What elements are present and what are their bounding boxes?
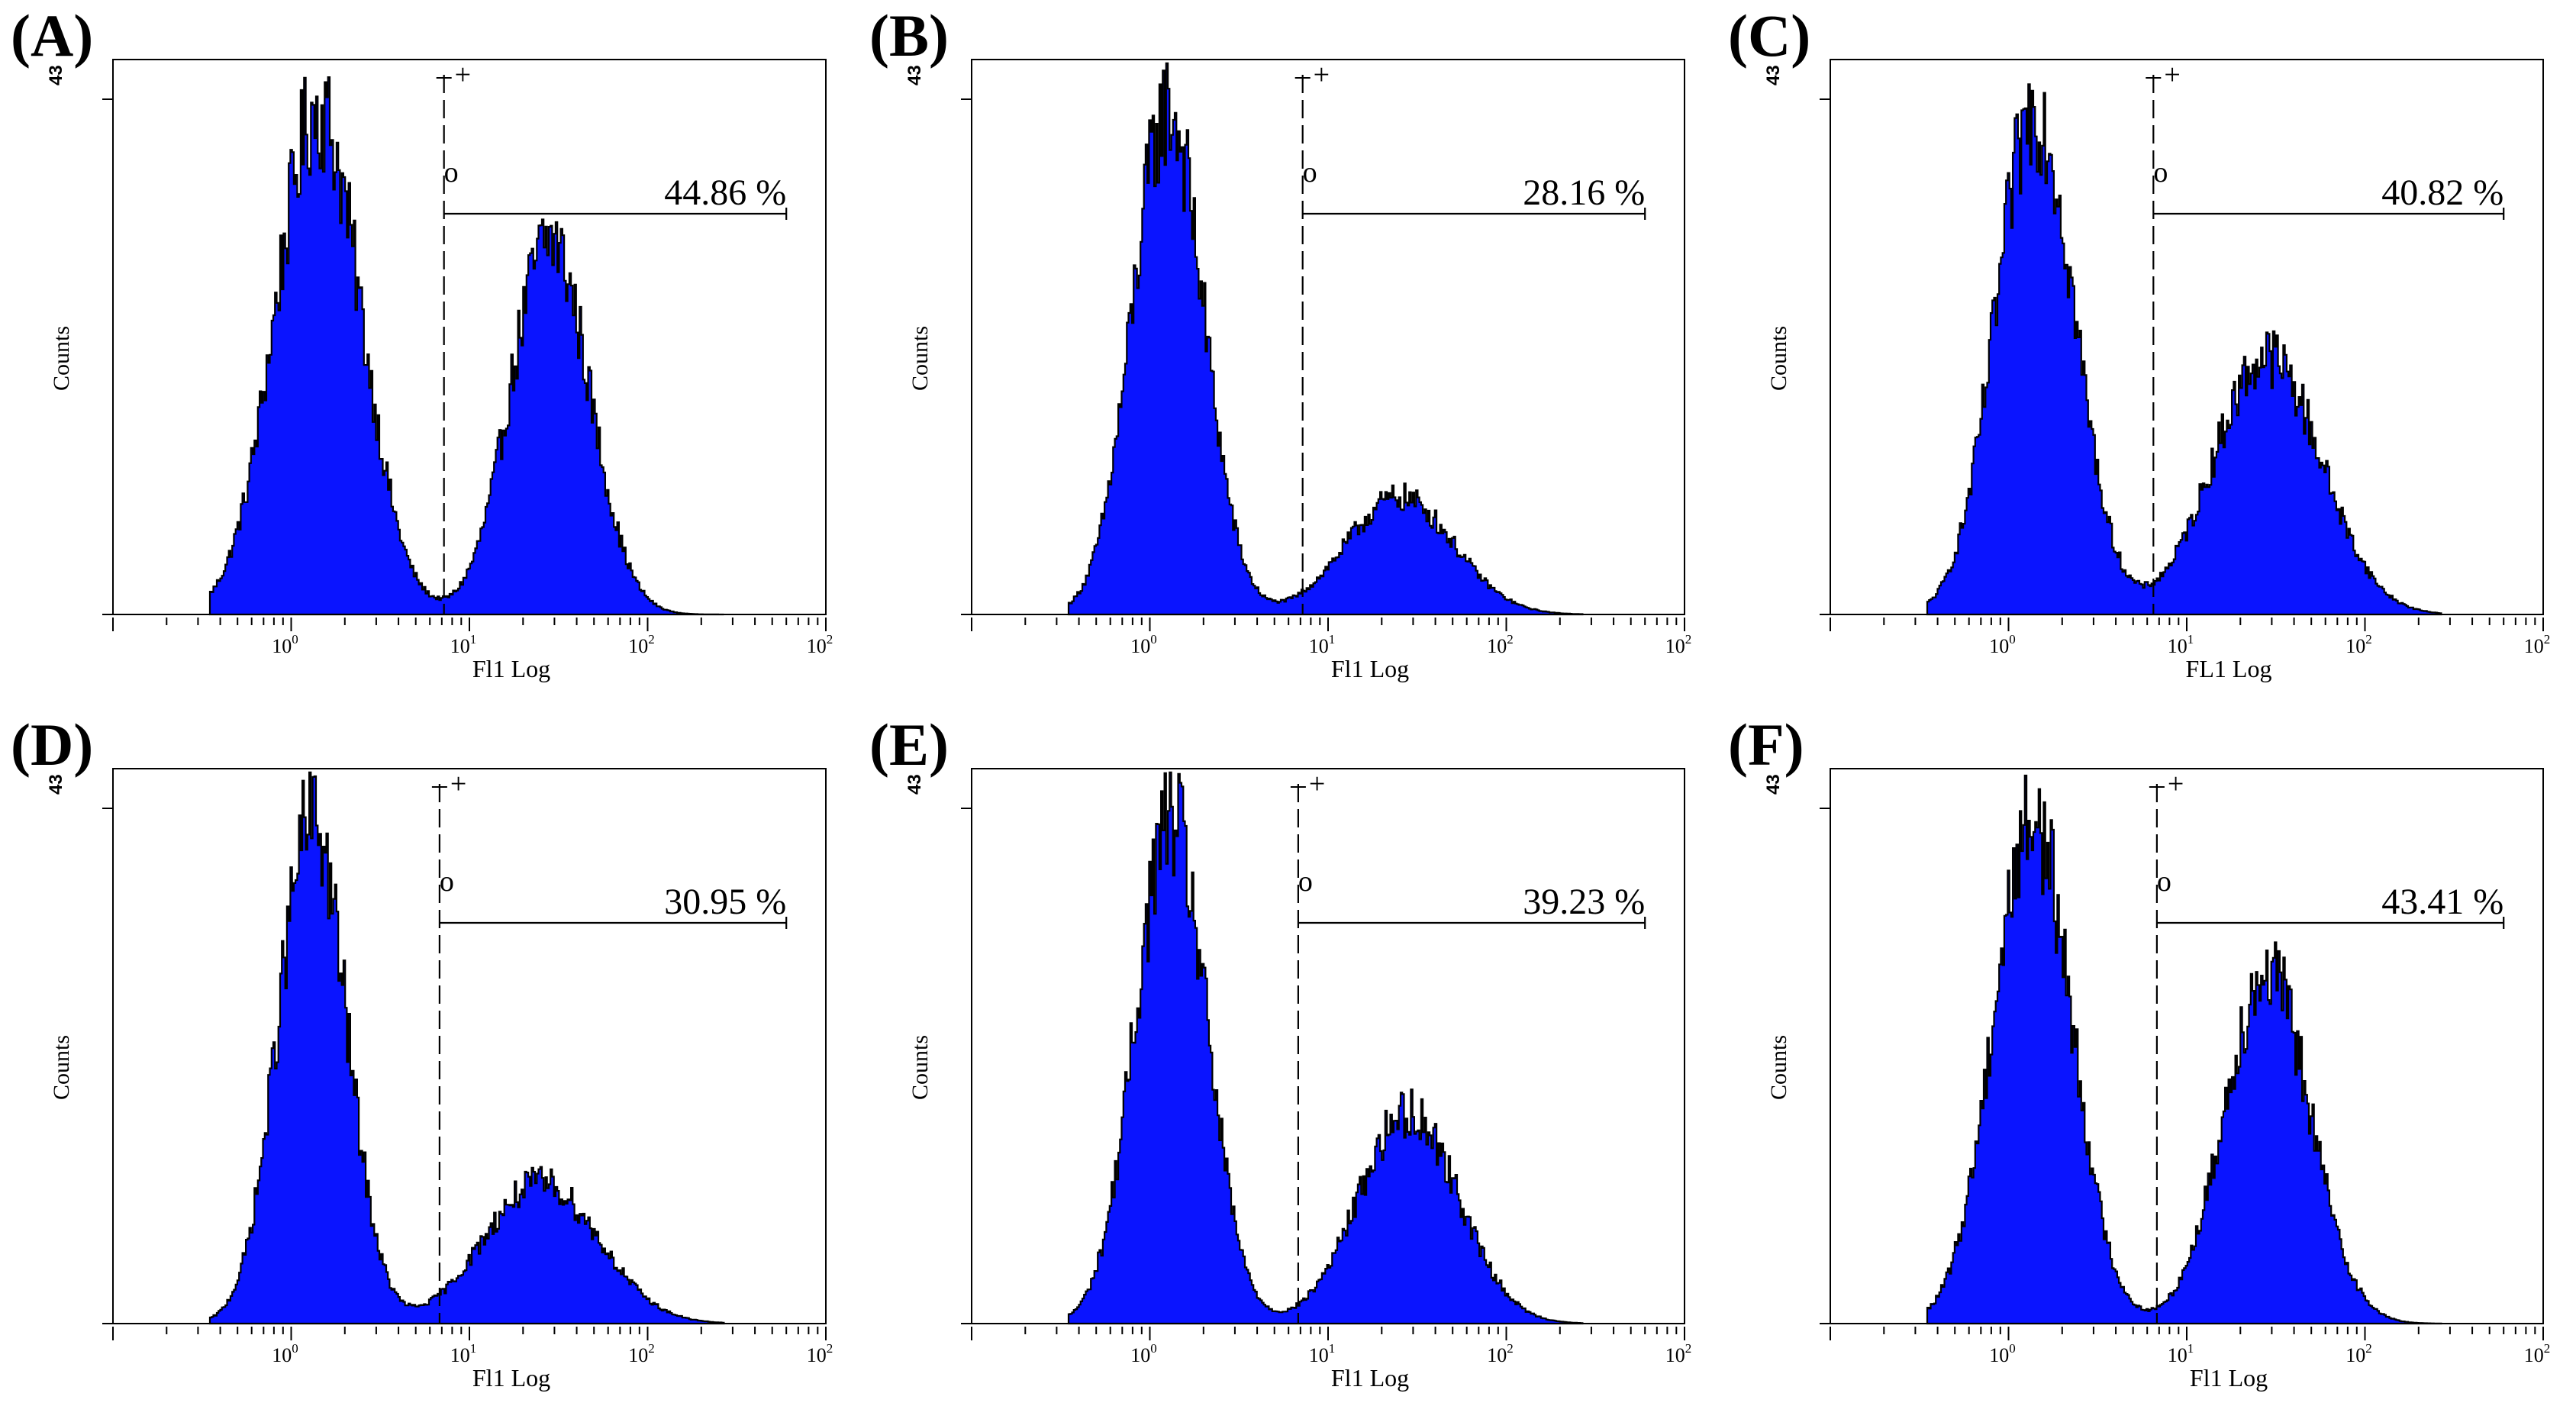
histogram-panel: (B) 43 Counts Fl1 Log 100 101 102 102 + o 28.16 % xyxy=(859,0,1717,709)
histogram-panel: (F) 43 Counts Fl1 Log 100 101 102 102 + o 43.41 % xyxy=(1717,709,2576,1418)
gated-percentage: 40.82 % xyxy=(2381,173,2503,213)
x-tick-label: 102 xyxy=(1665,1341,1692,1366)
gated-percentage: 44.86 % xyxy=(664,173,786,213)
panel-label: (E) xyxy=(869,711,949,778)
x-tick-label: 101 xyxy=(1309,632,1336,657)
histogram-area xyxy=(1067,771,1584,1325)
x-axis-label: Fl1 Log xyxy=(472,655,551,682)
gate-marker: + xyxy=(1314,59,1330,91)
histogram-panel: (E) 43 Counts Fl1 Log 100 101 102 102 + o 39.23 % xyxy=(859,709,1717,1418)
x-axis-label: Fl1 Log xyxy=(2189,1364,2268,1392)
panel-label: (F) xyxy=(1728,711,1804,778)
histogram-area xyxy=(1067,62,1584,616)
x-tick-label: 102 xyxy=(807,1341,833,1366)
x-tick-label: 102 xyxy=(1487,1341,1514,1366)
panel-label: (D) xyxy=(11,711,94,778)
gate-region-label: o xyxy=(1298,866,1313,898)
x-tick-label: 102 xyxy=(1665,632,1692,657)
x-axis-label: Fl1 Log xyxy=(1330,655,1410,682)
gate-marker: + xyxy=(2168,768,2184,800)
x-tick-label: 100 xyxy=(1989,632,2016,657)
gate-region-label: o xyxy=(444,156,459,189)
histogram-area xyxy=(1926,774,2442,1325)
plot-frame xyxy=(1830,59,2544,615)
x-tick-label: 102 xyxy=(807,632,833,657)
histogram-plot: 100 101 102 102 + o 28.16 % xyxy=(961,59,1692,657)
histogram-plot: 100 101 102 102 + o 44.86 % xyxy=(102,59,833,657)
x-tick-label: 102 xyxy=(1487,632,1514,657)
histogram-area xyxy=(208,771,725,1325)
gate-region-label: o xyxy=(2157,866,2171,898)
gate-region-label: o xyxy=(440,866,454,898)
gate-marker: + xyxy=(1309,768,1325,800)
x-tick-label: 100 xyxy=(1989,1341,2016,1366)
x-tick-label: 102 xyxy=(2345,1341,2372,1366)
x-axis-label: Fl1 Log xyxy=(1330,1364,1410,1392)
plot-frame xyxy=(112,768,827,1324)
histogram-area xyxy=(208,76,724,616)
x-tick-label: 101 xyxy=(450,1341,477,1366)
gated-percentage: 30.95 % xyxy=(664,882,786,922)
gated-percentage: 39.23 % xyxy=(1523,882,1645,922)
x-tick-label: 101 xyxy=(2168,1341,2194,1366)
plot-frame xyxy=(971,768,1685,1324)
x-tick-label: 102 xyxy=(2345,632,2372,657)
gate-marker: + xyxy=(2164,59,2180,91)
histogram-area xyxy=(1926,83,2442,616)
histogram-plot: 100 101 102 102 + o 40.82 % xyxy=(1820,59,2551,657)
histogram-panel: (D) 43 Counts Fl1 Log 100 101 102 102 + o 30.95 % xyxy=(0,709,859,1418)
x-axis-label: Fl1 Log xyxy=(472,1364,551,1392)
gated-percentage: 28.16 % xyxy=(1523,173,1645,213)
x-tick-label: 101 xyxy=(450,632,477,657)
x-tick-label: 100 xyxy=(272,632,298,657)
histogram-plot: 100 101 102 102 + o 43.41 % xyxy=(1820,768,2551,1366)
histogram-plot: 100 101 102 102 + o 30.95 % xyxy=(102,768,833,1366)
x-tick-label: 100 xyxy=(1130,632,1157,657)
panel-label: (A) xyxy=(11,2,94,69)
gate-marker: + xyxy=(455,59,471,91)
x-tick-label: 102 xyxy=(628,632,655,657)
x-tick-label: 100 xyxy=(1130,1341,1157,1366)
x-tick-label: 101 xyxy=(1309,1341,1336,1366)
x-tick-label: 102 xyxy=(2524,1341,2551,1366)
plot-frame xyxy=(971,59,1685,615)
gate-region-label: o xyxy=(2153,156,2168,189)
plot-frame xyxy=(1830,768,2544,1324)
x-tick-label: 101 xyxy=(2168,632,2194,657)
gate-region-label: o xyxy=(1303,156,1317,189)
gated-percentage: 43.41 % xyxy=(2381,882,2503,922)
x-tick-label: 102 xyxy=(2524,632,2551,657)
panel-label: (B) xyxy=(869,2,949,69)
histogram-panel: (C) 43 Counts FL1 Log 100 101 102 102 + o 40.82 % xyxy=(1717,0,2576,709)
gate-marker: + xyxy=(450,768,466,800)
x-axis-label: FL1 Log xyxy=(2185,655,2272,682)
plot-frame xyxy=(112,59,827,615)
x-tick-label: 100 xyxy=(272,1341,298,1366)
histogram-panel: (A) 43 Counts Fl1 Log 100 101 102 102 + o 44.86 % xyxy=(0,0,859,709)
panel-label: (C) xyxy=(1728,2,1811,69)
x-tick-label: 102 xyxy=(628,1341,655,1366)
histogram-plot: 100 101 102 102 + o 39.23 % xyxy=(961,768,1692,1366)
